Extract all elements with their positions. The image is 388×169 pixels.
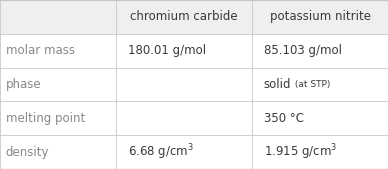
Text: phase: phase [6, 78, 42, 91]
Bar [0, 0, 388, 34]
Text: 6.68 g/cm$^3$: 6.68 g/cm$^3$ [128, 142, 194, 162]
Text: 1.915 g/cm$^3$: 1.915 g/cm$^3$ [264, 142, 337, 162]
Text: melting point: melting point [6, 112, 85, 125]
Text: chromium carbide: chromium carbide [130, 10, 238, 23]
Text: 350 °C: 350 °C [264, 112, 304, 125]
Text: potassium nitrite: potassium nitrite [270, 10, 371, 23]
Text: molar mass: molar mass [6, 44, 75, 57]
Text: density: density [6, 146, 49, 159]
Text: 180.01 g/mol: 180.01 g/mol [128, 44, 206, 57]
Text: 85.103 g/mol: 85.103 g/mol [264, 44, 342, 57]
Text: solid: solid [264, 78, 291, 91]
Text: (at STP): (at STP) [292, 80, 330, 89]
